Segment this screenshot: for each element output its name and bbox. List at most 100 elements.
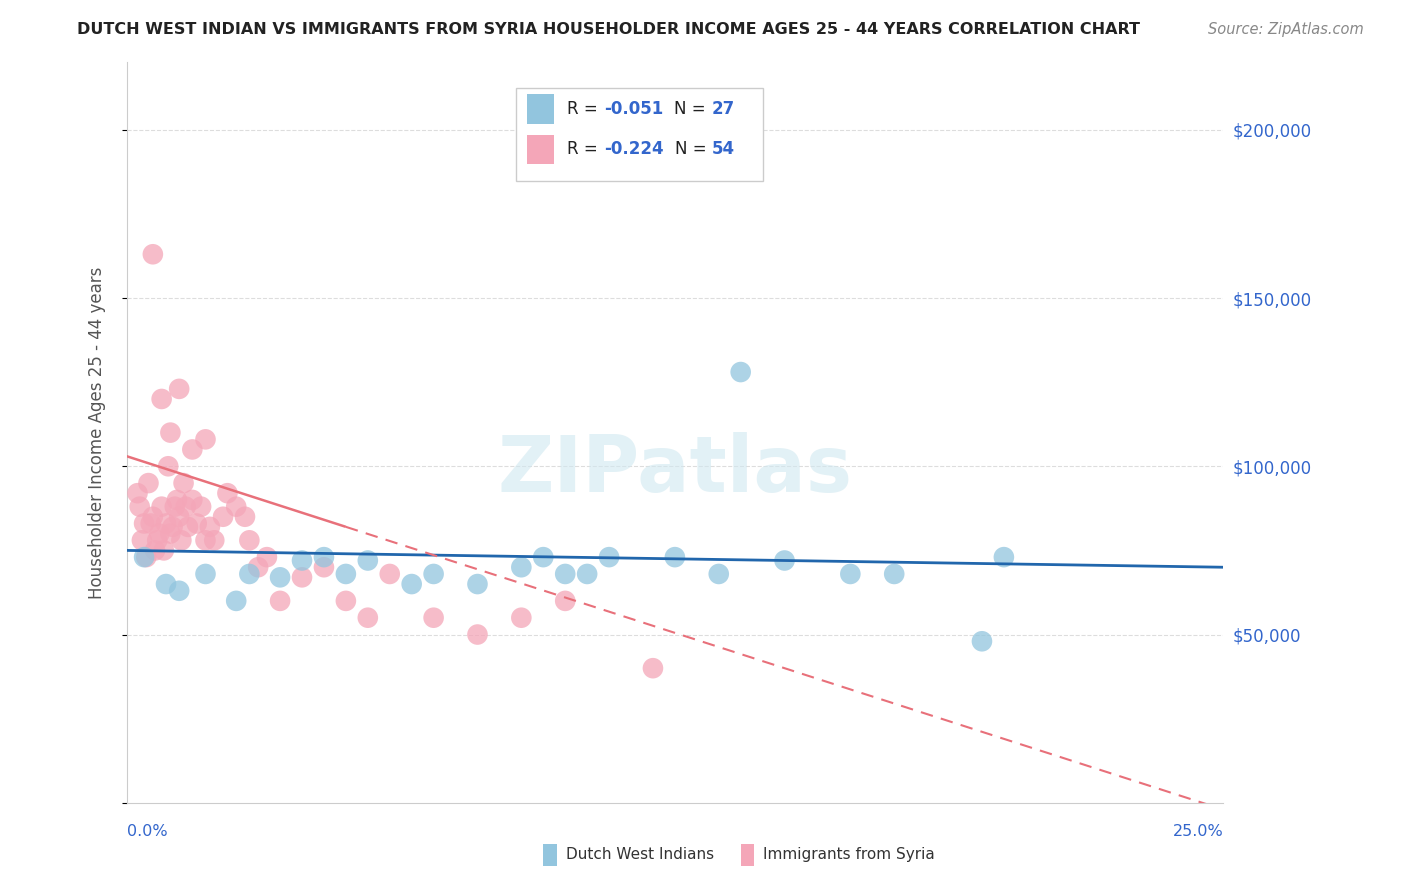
Point bbox=[839, 566, 862, 581]
Text: Source: ZipAtlas.com: Source: ZipAtlas.com bbox=[1208, 22, 1364, 37]
Point bbox=[335, 594, 357, 608]
Point bbox=[554, 594, 576, 608]
Point bbox=[238, 533, 260, 548]
Point bbox=[357, 553, 380, 567]
Point bbox=[127, 486, 149, 500]
Point bbox=[167, 382, 190, 396]
Point bbox=[142, 509, 165, 524]
Bar bbox=[741, 844, 755, 866]
Point bbox=[155, 516, 177, 531]
Point bbox=[357, 610, 380, 624]
Text: N =: N = bbox=[675, 140, 711, 159]
Point bbox=[993, 550, 1015, 565]
Point bbox=[531, 550, 554, 565]
Point bbox=[157, 459, 180, 474]
Point bbox=[291, 553, 314, 567]
Point bbox=[190, 500, 212, 514]
Point bbox=[970, 634, 993, 648]
Point bbox=[194, 533, 217, 548]
Point bbox=[155, 577, 177, 591]
Point bbox=[143, 543, 166, 558]
Point bbox=[212, 509, 235, 524]
Text: 54: 54 bbox=[711, 140, 735, 159]
Point bbox=[233, 509, 256, 524]
Point bbox=[422, 566, 444, 581]
Point bbox=[177, 520, 200, 534]
Point bbox=[401, 577, 423, 591]
Point bbox=[132, 550, 155, 565]
Point bbox=[166, 492, 188, 507]
Point bbox=[150, 392, 173, 406]
Text: 27: 27 bbox=[711, 100, 734, 118]
Point bbox=[291, 570, 314, 584]
Bar bbox=[543, 844, 557, 866]
Point bbox=[167, 509, 190, 524]
Point bbox=[167, 583, 190, 598]
Point bbox=[247, 560, 270, 574]
Point bbox=[194, 433, 217, 447]
Point bbox=[576, 566, 599, 581]
Text: Immigrants from Syria: Immigrants from Syria bbox=[763, 847, 935, 863]
Text: 25.0%: 25.0% bbox=[1173, 824, 1223, 839]
Point bbox=[162, 520, 184, 534]
Point bbox=[128, 500, 150, 514]
Point bbox=[132, 516, 155, 531]
Point bbox=[173, 476, 195, 491]
Point bbox=[554, 566, 576, 581]
Point bbox=[773, 553, 796, 567]
Bar bbox=[527, 94, 554, 123]
Point bbox=[664, 550, 686, 565]
Y-axis label: Householder Income Ages 25 - 44 years: Householder Income Ages 25 - 44 years bbox=[87, 267, 105, 599]
Point bbox=[641, 661, 664, 675]
Point bbox=[146, 533, 169, 548]
Point bbox=[269, 594, 291, 608]
Point bbox=[510, 610, 533, 624]
Point bbox=[225, 594, 247, 608]
Point bbox=[159, 526, 181, 541]
Bar bbox=[527, 135, 554, 164]
Point bbox=[198, 520, 221, 534]
Point bbox=[378, 566, 401, 581]
Point bbox=[225, 500, 247, 514]
Point bbox=[312, 550, 335, 565]
Point bbox=[148, 526, 170, 541]
Text: R =: R = bbox=[568, 100, 603, 118]
Point bbox=[181, 492, 204, 507]
Text: Dutch West Indians: Dutch West Indians bbox=[565, 847, 714, 863]
Point bbox=[153, 543, 176, 558]
Point bbox=[707, 566, 730, 581]
Text: -0.224: -0.224 bbox=[603, 140, 664, 159]
Point bbox=[131, 533, 153, 548]
Point bbox=[422, 610, 444, 624]
Point bbox=[883, 566, 905, 581]
Text: DUTCH WEST INDIAN VS IMMIGRANTS FROM SYRIA HOUSEHOLDER INCOME AGES 25 - 44 YEARS: DUTCH WEST INDIAN VS IMMIGRANTS FROM SYR… bbox=[77, 22, 1140, 37]
Point bbox=[730, 365, 752, 379]
Point bbox=[181, 442, 204, 457]
Point bbox=[150, 500, 173, 514]
Point bbox=[312, 560, 335, 574]
Point bbox=[186, 516, 208, 531]
Point bbox=[170, 533, 193, 548]
Point bbox=[335, 566, 357, 581]
Text: N =: N = bbox=[675, 100, 711, 118]
Point bbox=[598, 550, 620, 565]
Point bbox=[269, 570, 291, 584]
Point bbox=[238, 566, 260, 581]
Point bbox=[139, 516, 162, 531]
FancyBboxPatch shape bbox=[516, 88, 762, 181]
Point bbox=[135, 550, 157, 565]
Point bbox=[194, 566, 217, 581]
Point bbox=[159, 425, 181, 440]
Point bbox=[138, 476, 160, 491]
Point bbox=[217, 486, 239, 500]
Text: R =: R = bbox=[568, 140, 603, 159]
Point bbox=[467, 577, 489, 591]
Point bbox=[467, 627, 489, 641]
Text: ZIPatlas: ZIPatlas bbox=[498, 432, 852, 508]
Point bbox=[163, 500, 186, 514]
Point bbox=[202, 533, 225, 548]
Point bbox=[510, 560, 533, 574]
Text: 0.0%: 0.0% bbox=[127, 824, 167, 839]
Text: -0.051: -0.051 bbox=[603, 100, 662, 118]
Point bbox=[142, 247, 165, 261]
